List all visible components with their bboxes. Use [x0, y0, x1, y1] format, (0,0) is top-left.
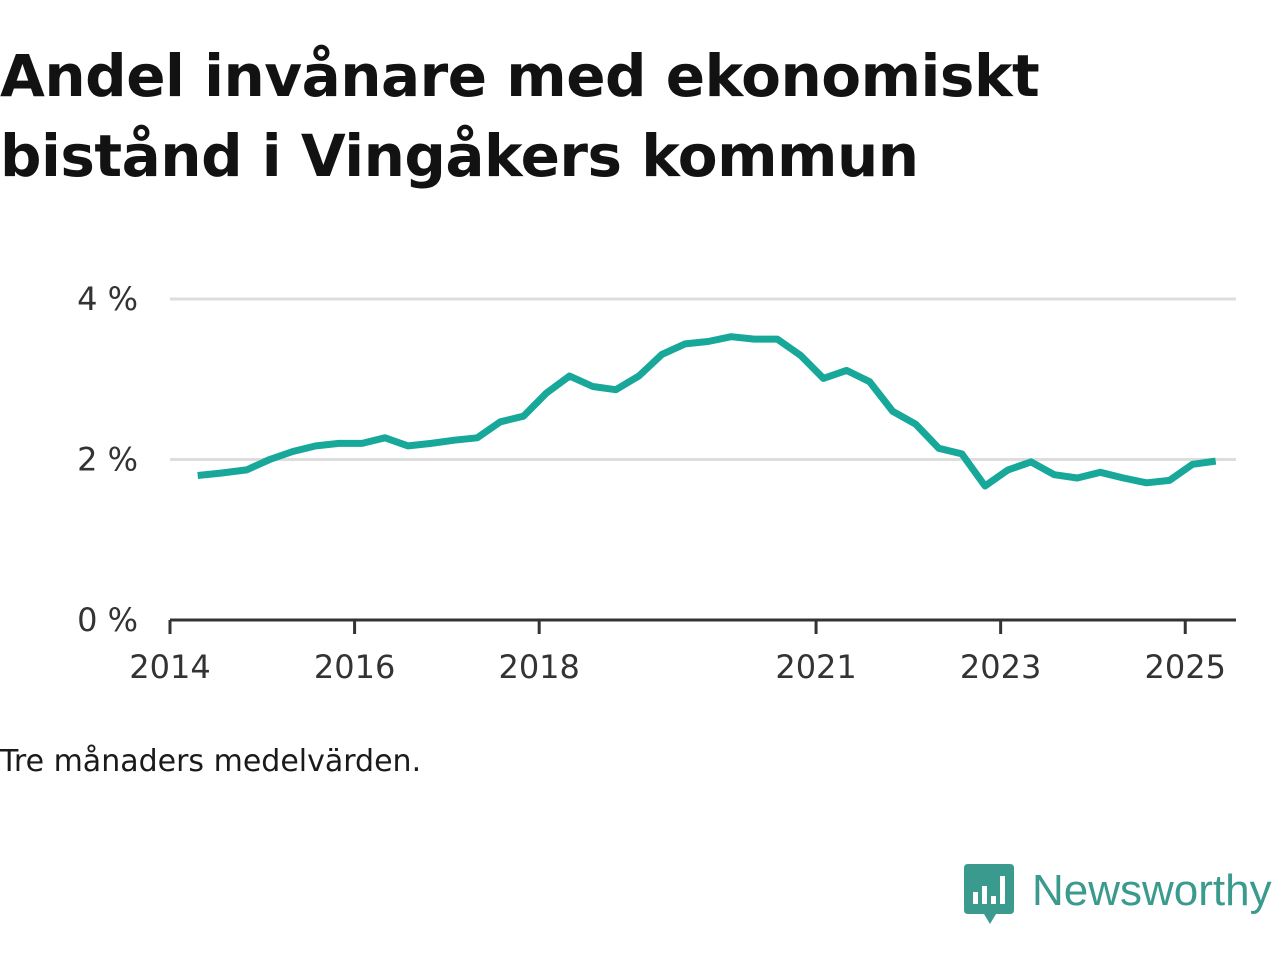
chart-title-line-1: Andel invånare med ekonomiskt — [0, 42, 1040, 110]
x-tick-label: 2025 — [1145, 648, 1226, 686]
chart-note: Tre månaders medelvärden. — [0, 744, 422, 779]
x-tick-label: 2018 — [498, 648, 579, 686]
y-tick-label: 4 % — [77, 280, 138, 318]
series-line-0 — [197, 333, 1217, 490]
brand-logo: Newsworthy — [964, 864, 1272, 926]
series-layer — [197, 333, 1217, 490]
line-chart: 2014 2016 2018 2021 2023 2025 0 % 2 % 4 % — [77, 280, 1236, 686]
x-tick-label: 2014 — [129, 648, 210, 686]
gridlines — [170, 297, 1236, 461]
chart-title-line-2: bistånd i Vingåkers kommun — [0, 122, 919, 190]
y-axis-labels: 0 % 2 % 4 % — [77, 280, 138, 639]
x-tick-label: 2021 — [775, 648, 856, 686]
y-tick-label: 0 % — [77, 601, 138, 639]
brand-name: Newsworthy — [1032, 866, 1272, 915]
chart-title: Andel invånare med ekonomiskt bistånd i … — [0, 36, 1240, 196]
y-tick-label: 2 % — [77, 441, 138, 479]
x-tick-label: 2023 — [960, 648, 1041, 686]
x-axis: 2014 2016 2018 2021 2023 2025 — [129, 618, 1236, 686]
x-tick-label: 2016 — [314, 648, 395, 686]
bar-chart-speech-bubble-icon — [964, 864, 1014, 924]
